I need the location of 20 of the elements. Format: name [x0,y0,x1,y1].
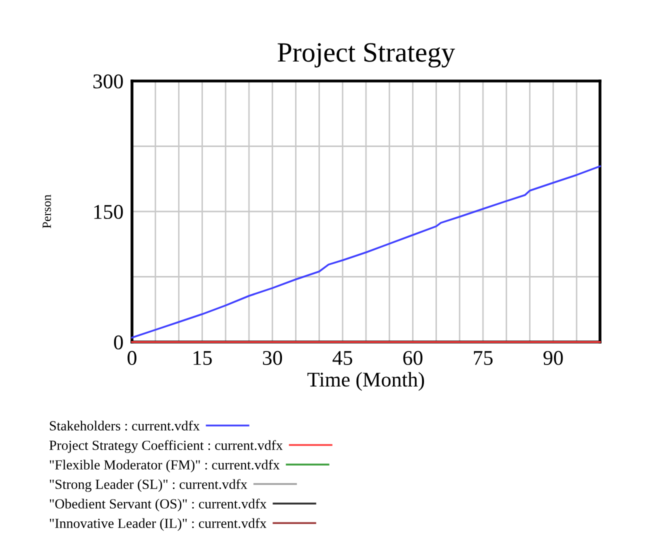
y-axis-title: Person [42,194,51,228]
x-tick-label: 75 [474,351,493,365]
legend-label: Stakeholders : current.vdfx [50,420,200,431]
legend-label: "Strong Leader (SL)" : current.vdfx [50,479,248,492]
x-tick-label: 30 [262,350,282,365]
x-tick-label: 45 [332,351,352,365]
legend-label: Project Strategy Coefficient : current.vdfx [49,440,283,453]
chart-title: Project Strategy [278,43,455,68]
x-tick-label: 0 [128,350,136,365]
line-series [131,165,601,339]
legend-label: "Obedient Servant (OS)" : current.vdfx [50,498,267,512]
legend-label: "Innovative Leader (IL)" : current.vdfx [50,518,266,531]
y-tick-label: 300 [93,74,123,88]
x-tick-label: 90 [543,350,563,365]
y-tick-label: 150 [94,204,123,219]
legend-label: "Flexible Moderator (FM)" : current.vdfx [50,460,280,472]
x-tick-label: 15 [194,351,212,365]
y-tick-label: 0 [114,335,123,350]
x-axis-title: Time (Month) [307,372,424,391]
x-tick-label: 60 [403,350,422,365]
